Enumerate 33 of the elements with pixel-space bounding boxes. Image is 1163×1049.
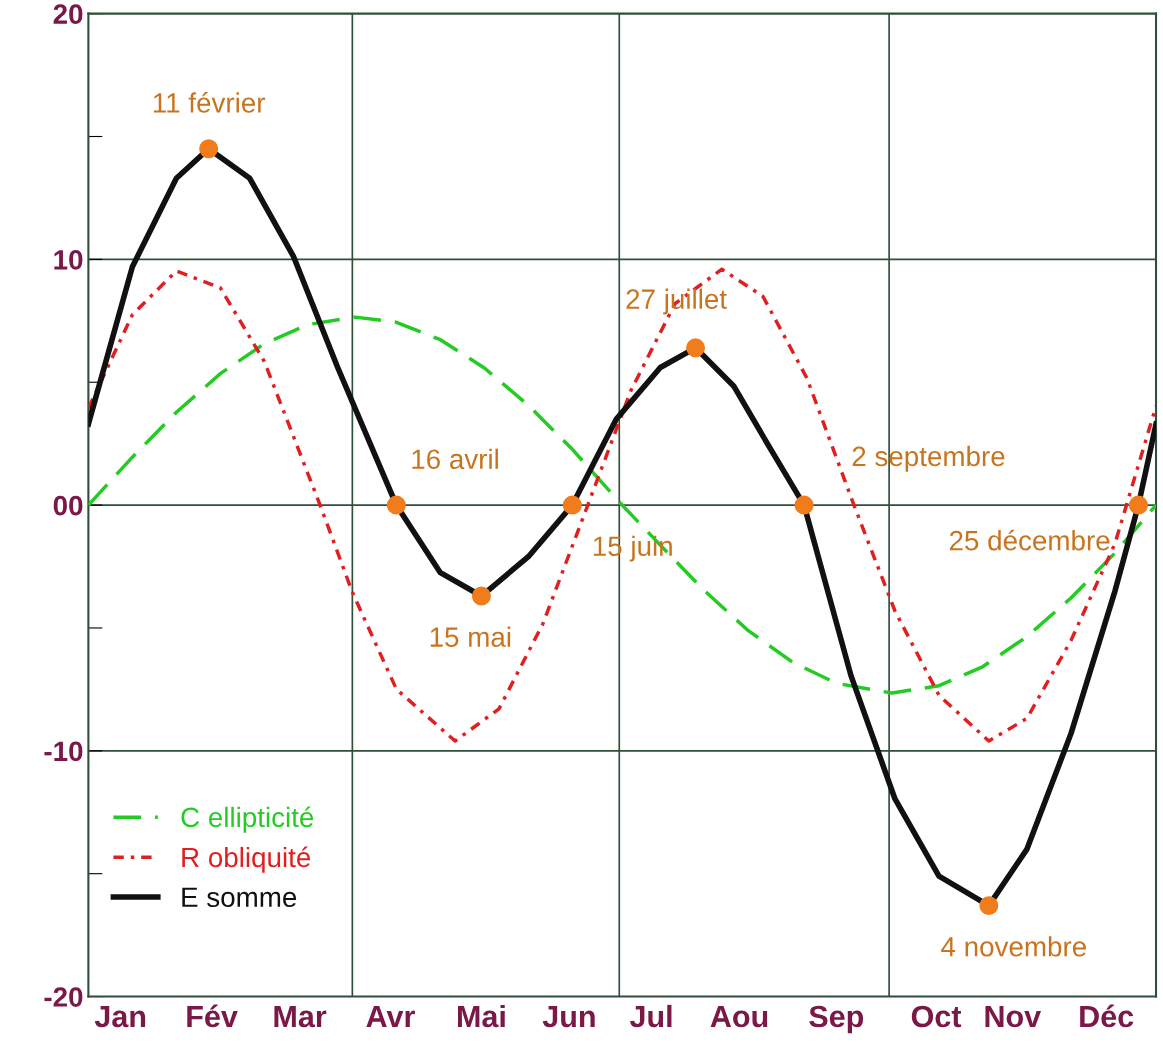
annotation: 25 décembre (949, 529, 1110, 551)
legend-label: R obliquité (182, 846, 311, 873)
y-tick-label: 10 (54, 250, 83, 270)
point (794, 495, 814, 515)
annotation: 27 juillet (626, 288, 727, 315)
y-tick-label: -20 (44, 987, 83, 1007)
annotation: 4 novembre (941, 936, 1086, 957)
legend-label: E somme (182, 887, 297, 908)
annotation: 16 avril (412, 448, 498, 470)
point (979, 896, 999, 916)
x-tick-label: Jun (542, 1006, 595, 1028)
y-tick-label: -10 (44, 741, 83, 762)
x-tick-label: Mai (458, 1004, 505, 1028)
x-tick-label: Déc (1080, 1004, 1134, 1028)
y-tick-label: 20 (53, 4, 83, 24)
x-tick-label: Fév (187, 1004, 238, 1028)
x-tick-label: Nov (985, 1006, 1042, 1028)
point (471, 586, 491, 606)
point (1128, 495, 1148, 515)
x-tick-label: Sep (809, 1005, 864, 1034)
x-tick-label: Oct (911, 1005, 962, 1028)
x-tick-label: Mar (274, 1006, 327, 1028)
y-tick-label: 00 (53, 495, 83, 516)
legend-label: C ellipticité (181, 806, 314, 833)
x-tick-label: Aou (710, 1006, 768, 1028)
x-tick-label: Jan (94, 1006, 146, 1028)
x-tick-label: Avr (366, 1006, 415, 1028)
annotation: 11 février (153, 92, 266, 113)
x-tick-label: Jul (629, 1004, 672, 1028)
annotation: 15 mai (430, 626, 511, 647)
point (386, 495, 406, 515)
point (562, 495, 582, 515)
point (686, 338, 706, 358)
